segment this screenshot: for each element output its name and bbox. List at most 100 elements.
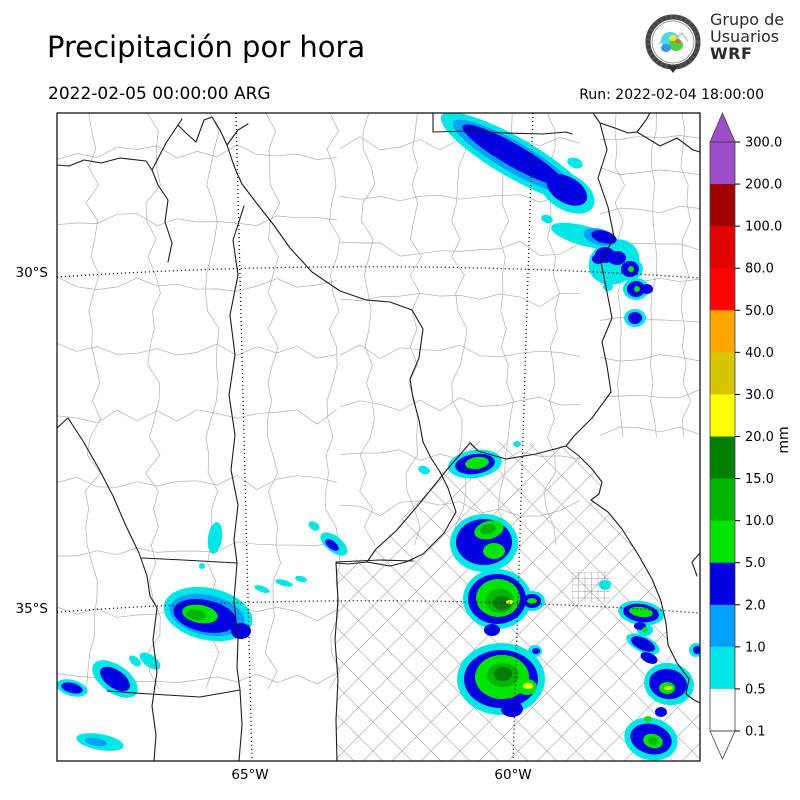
colorbar-segment	[710, 142, 735, 185]
valid-time-label: 2022-02-05 00:00:00 ARG	[48, 84, 271, 104]
precip-cell	[641, 284, 653, 294]
colorbar-tick-label: 15.0	[745, 472, 774, 487]
precip-cell	[693, 646, 700, 654]
precip-cell	[628, 312, 642, 324]
colorbar-tick-label: 100.0	[745, 220, 782, 235]
precip-cell	[483, 543, 505, 559]
lat-tick-35s: 35°S	[16, 601, 49, 617]
precip-cell	[493, 596, 511, 610]
colorbar-segment	[710, 520, 735, 564]
precip-cell	[546, 174, 588, 206]
precip-cell	[640, 652, 658, 664]
colorbar-tick-label: 40.0	[745, 346, 774, 361]
colorbar-tick-label: 80.0	[745, 262, 774, 277]
precip-cell	[630, 636, 656, 652]
colorbar-tick-label: 5.0	[745, 556, 766, 571]
colorbar-segment	[710, 226, 735, 269]
department-boundaries	[57, 113, 700, 761]
precip-cell	[532, 648, 540, 654]
colorbar-segment	[710, 562, 735, 606]
colorbar-tick-label: 20.0	[745, 430, 774, 445]
precip-cell	[513, 441, 521, 447]
colorbar-segment	[710, 184, 735, 227]
gridline-30s	[56, 266, 701, 279]
map-frame	[56, 112, 701, 762]
colorbar: 0.1 0.5 1.0 2.0 5.0 10.0 15.0 20.0 30.0 40.0 50.0 8…	[709, 111, 792, 760]
precip-cell	[61, 682, 83, 694]
page-title: Precipitación por hora	[47, 30, 366, 64]
precip-cell	[642, 627, 648, 633]
precip-cell	[501, 701, 523, 717]
precip-cell	[480, 523, 496, 535]
precip-cell	[591, 230, 617, 244]
precip-cell	[567, 157, 583, 169]
precip-cell	[231, 623, 251, 639]
precip-cell	[655, 707, 667, 717]
precip-cell	[541, 214, 553, 224]
precip-cell	[418, 465, 430, 475]
gridline-35s	[56, 600, 701, 614]
colorbar-tick-label: 50.0	[745, 304, 774, 319]
precip-cell	[186, 609, 206, 621]
colorbar-tick-label: 30.0	[745, 388, 774, 403]
precip-cell	[608, 251, 626, 265]
precip-cell	[129, 655, 141, 667]
graticule	[56, 112, 701, 762]
precip-cell	[506, 600, 514, 604]
colorbar-segment	[710, 436, 735, 480]
colorbar-tick-label: 200.0	[745, 178, 782, 193]
precip-cell	[295, 575, 307, 583]
precip-cell	[523, 683, 533, 689]
lon-tick-65w: 65°W	[231, 767, 268, 783]
colorbar-tick-label: 2.0	[745, 598, 766, 613]
colorbar-unit-label: mm	[776, 426, 792, 453]
precip-cell	[599, 580, 611, 590]
precip-cell	[462, 124, 564, 186]
wrf-logo-badge-icon	[645, 14, 701, 73]
precip-cell	[254, 585, 270, 593]
colorbar-segment	[710, 352, 735, 395]
colorbar-segment	[710, 604, 735, 648]
colorbar-tick-label: 300.0	[745, 136, 782, 151]
gridline-65w	[235, 112, 253, 762]
precip-cell	[527, 598, 537, 604]
precip-cell	[664, 686, 672, 690]
colorbar-tick-label: 1.0	[745, 640, 766, 655]
precip-cell	[603, 283, 613, 291]
precip-cell	[484, 624, 500, 636]
precip-cell	[85, 737, 107, 747]
logo-line-1: Grupo de	[710, 10, 785, 29]
precip-cell	[629, 606, 653, 618]
colorbar-tick-label: 0.1	[745, 725, 766, 740]
colorbar-tick-label: 10.0	[745, 514, 774, 529]
precip-cell	[644, 716, 652, 722]
precip-cell	[308, 521, 320, 531]
precip-cell	[275, 579, 293, 587]
wrf-logo-text: Grupo de Usuarios WRF	[710, 11, 784, 62]
colorbar-over-arrow	[709, 111, 736, 143]
precip-cell	[199, 563, 205, 569]
colorbar-tick-label: 0.5	[745, 682, 766, 697]
precip-cell	[325, 539, 339, 551]
precip-cell	[628, 266, 634, 272]
precip-cell	[465, 456, 489, 470]
logo-line-2: Usuarios	[710, 27, 780, 46]
gridline-60w	[512, 112, 534, 762]
precip-cell	[494, 667, 512, 681]
colorbar-segment	[710, 688, 735, 732]
precip-cell	[100, 666, 130, 692]
colorbar-segment	[710, 646, 735, 690]
lon-tick-60w: 60°W	[494, 767, 531, 783]
precip-cell	[207, 522, 223, 554]
colorbar-segment	[710, 478, 735, 522]
precip-cell	[634, 286, 640, 292]
logo-line-3: WRF	[710, 44, 753, 63]
wrf-logo: Grupo de Usuarios WRF	[644, 11, 784, 75]
province-boundaries	[57, 113, 700, 761]
colorbar-under-arrow	[709, 730, 736, 760]
colorbar-segment	[710, 394, 735, 437]
colorbar-segment	[710, 310, 735, 353]
lat-tick-30s: 30°S	[16, 265, 49, 281]
